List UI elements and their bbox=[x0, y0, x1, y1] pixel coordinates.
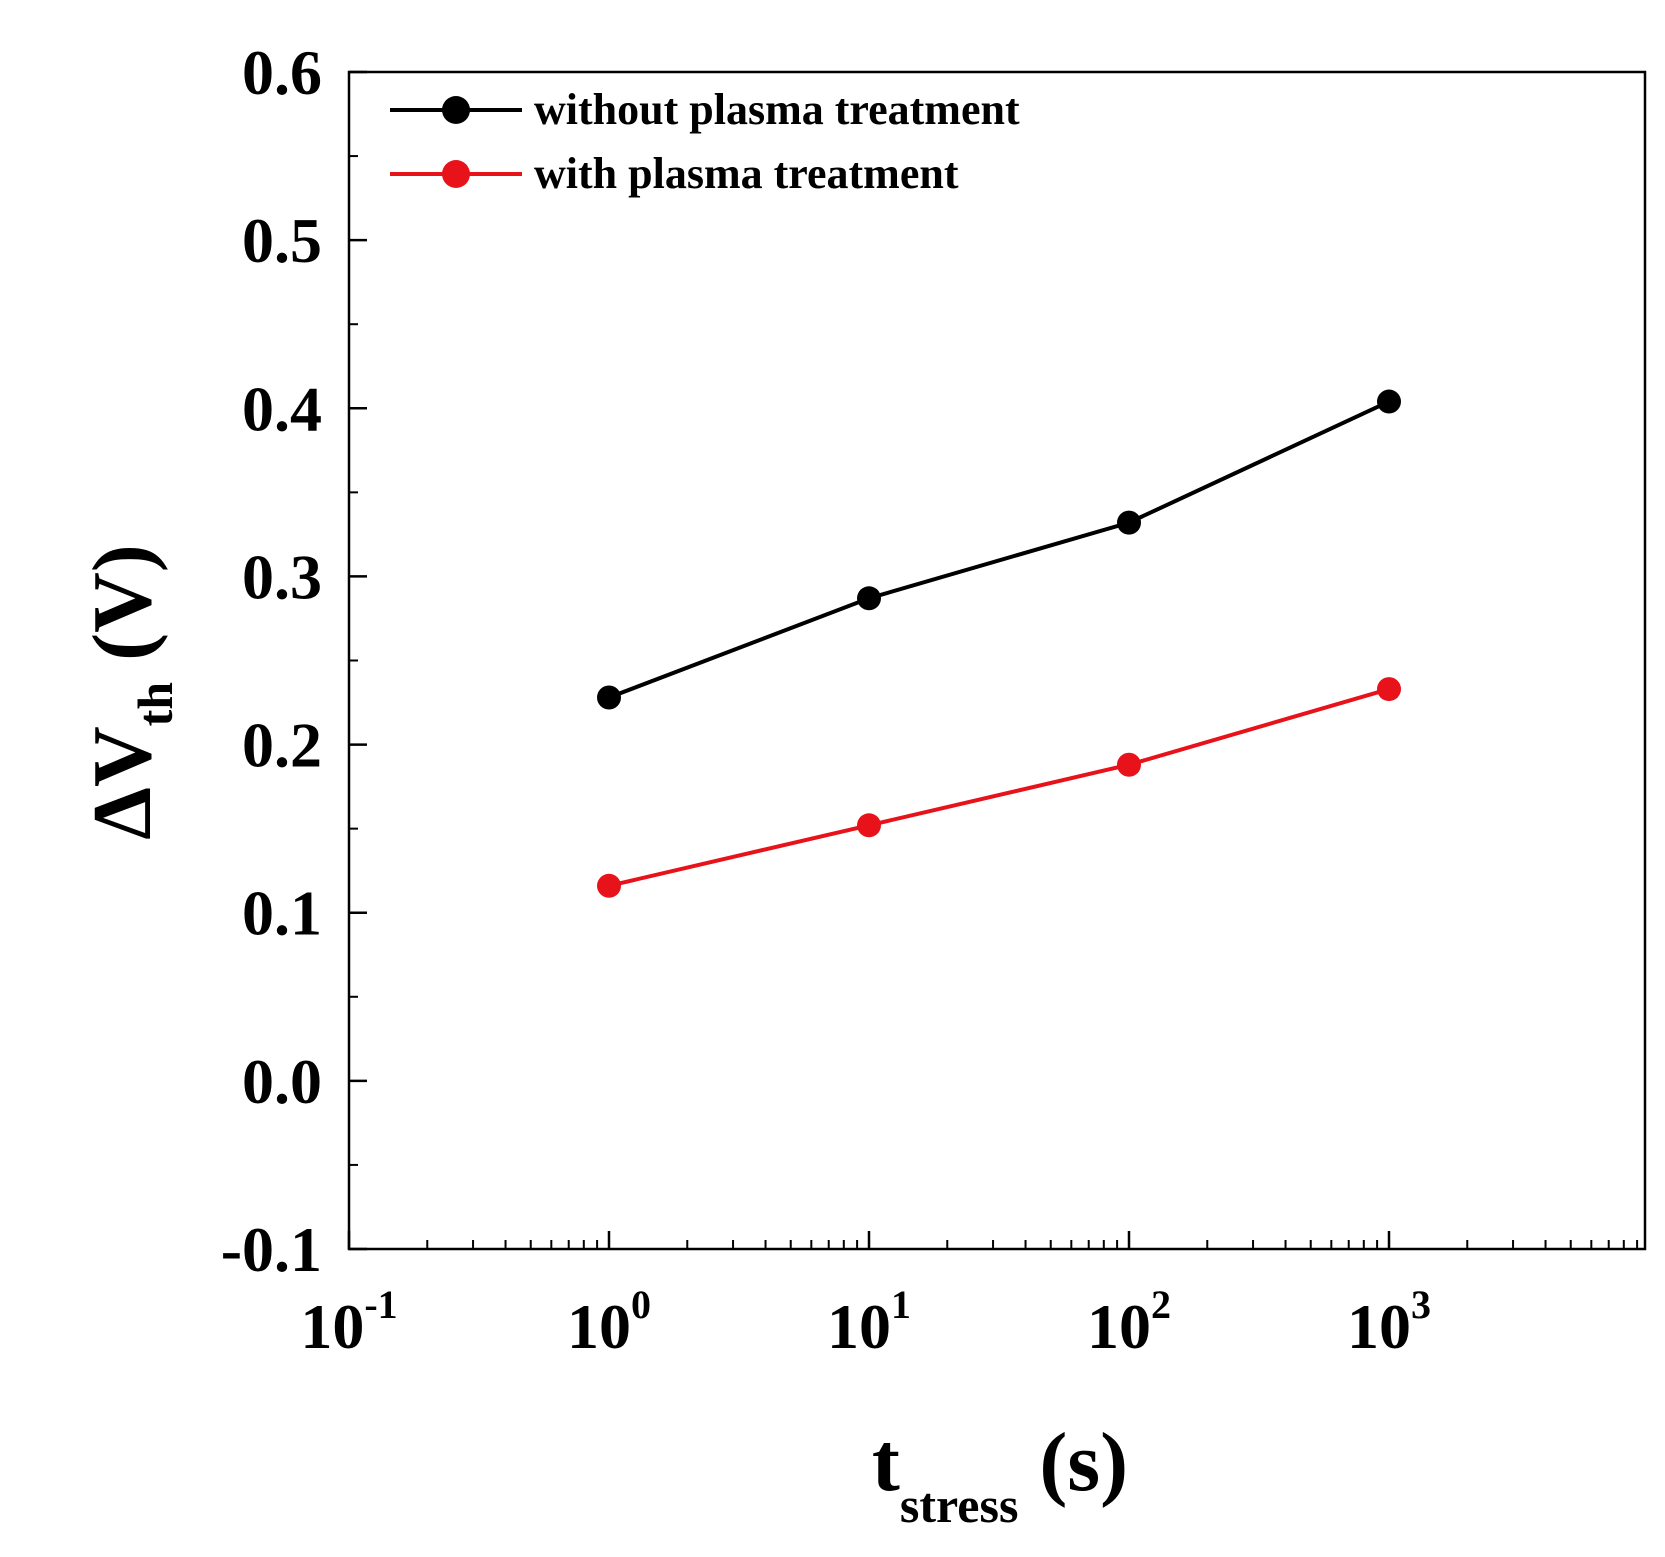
data-point bbox=[1117, 510, 1141, 535]
x-axis-label-main: t bbox=[872, 1416, 900, 1509]
series-without-plasma bbox=[597, 389, 1401, 710]
x-tick-label: 100 bbox=[567, 1282, 651, 1362]
y-tick-label: 0.6 bbox=[242, 37, 322, 108]
y-tick-labels: 0.6 0.5 0.4 0.3 0.2 0.1 0.0 -0.1 bbox=[221, 37, 322, 1285]
x-tick-label-exponent: 1 bbox=[891, 1282, 911, 1327]
x-tick-label-exponent: -1 bbox=[364, 1282, 397, 1327]
x-tick-label: 102 bbox=[1087, 1282, 1171, 1362]
series-line bbox=[608, 399, 1390, 700]
data-point bbox=[597, 873, 621, 898]
data-point bbox=[597, 685, 621, 710]
x-tick-label-base: 10 bbox=[1087, 1291, 1151, 1362]
legend-label: without plasma treatment bbox=[534, 85, 1020, 134]
y-axis-label-unit: (V) bbox=[76, 544, 169, 682]
y-tick-label: -0.1 bbox=[221, 1214, 322, 1285]
legend-marker bbox=[442, 160, 470, 188]
x-tick-label-base: 10 bbox=[827, 1291, 891, 1362]
data-point bbox=[857, 586, 881, 611]
y-axis-label: ΔVth (V) bbox=[76, 544, 183, 839]
x-tick-label-exponent: 0 bbox=[631, 1282, 651, 1327]
y-tick-label: 0.3 bbox=[242, 541, 322, 612]
plot-frame bbox=[347, 70, 1647, 1251]
legend-marker bbox=[442, 96, 470, 124]
legend: without plasma treatment with plasma trea… bbox=[390, 85, 1020, 198]
data-point bbox=[1117, 752, 1141, 777]
y-axis-label-sub: th bbox=[127, 682, 183, 727]
y-tick-label: 0.2 bbox=[242, 710, 322, 781]
x-tick-label-exponent: 3 bbox=[1411, 1282, 1431, 1327]
x-axis-label-unit: (s) bbox=[1018, 1416, 1128, 1509]
x-tick-label: 103 bbox=[1347, 1282, 1431, 1362]
x-minor-ticks bbox=[426, 1240, 1639, 1249]
x-major-ticks bbox=[347, 1231, 1391, 1249]
x-axis-label-sub: stress bbox=[900, 1477, 1019, 1533]
series-with-plasma bbox=[597, 677, 1401, 898]
x-tick-label-base: 10 bbox=[567, 1291, 631, 1362]
data-point bbox=[857, 813, 881, 838]
x-tick-label-base: 10 bbox=[1347, 1291, 1411, 1362]
y-tick-label: 0.4 bbox=[242, 373, 322, 444]
series-layer bbox=[597, 389, 1401, 898]
legend-item: with plasma treatment bbox=[390, 149, 959, 198]
x-tick-label-base: 10 bbox=[300, 1291, 364, 1362]
x-tick-label: 10-1 bbox=[300, 1282, 397, 1362]
y-ticks bbox=[349, 70, 367, 1251]
data-point bbox=[1377, 389, 1401, 414]
x-tick-label-exponent: 2 bbox=[1151, 1282, 1171, 1327]
x-tick-labels: 10-1 100 101 102 103 bbox=[300, 1282, 1431, 1362]
y-tick-label: 0.0 bbox=[242, 1046, 322, 1117]
x-tick-label: 101 bbox=[827, 1282, 911, 1362]
y-axis-label-main: ΔV bbox=[76, 726, 169, 839]
legend-item: without plasma treatment bbox=[390, 85, 1020, 134]
y-tick-label: 0.5 bbox=[242, 205, 322, 276]
data-point bbox=[1377, 677, 1401, 702]
y-tick-label: 0.1 bbox=[242, 878, 322, 949]
x-axis-label: tstress (s) bbox=[872, 1416, 1128, 1533]
series-line bbox=[608, 687, 1390, 888]
legend-label: with plasma treatment bbox=[534, 149, 959, 198]
